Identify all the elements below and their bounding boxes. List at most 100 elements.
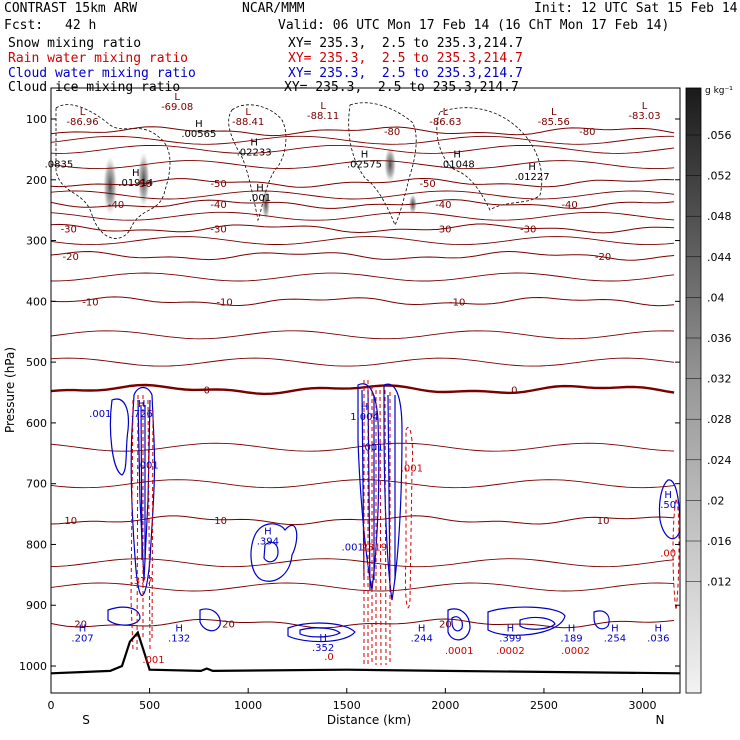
x-tick-label: 2000 (431, 699, 459, 712)
rain-water-contour (130, 394, 154, 651)
extremum-marker: H (79, 624, 87, 635)
extremum-value-label: .02575 (347, 160, 382, 171)
cloud-water-contour (519, 616, 556, 630)
extremum-value-label: .132 (168, 634, 190, 645)
colorbar-tick-label: .048 (707, 210, 732, 223)
extremum-marker: H (361, 402, 369, 413)
cloud-water-contour (487, 606, 566, 636)
cloud-ice-contour (436, 107, 543, 211)
extremum-marker: H (568, 624, 576, 635)
temperature-contour-label: 10 (597, 516, 610, 527)
colorbar-tick-label: .012 (707, 576, 732, 589)
cloud-ice-contour (228, 104, 287, 222)
y-tick-label: 500 (26, 356, 47, 369)
colorbar-tick-label: .04 (707, 291, 725, 304)
cloud-ice-contours (55, 102, 543, 239)
colorbar-tick-label: .044 (707, 251, 732, 264)
temperature-contour-label: -40 (435, 200, 451, 211)
init-time: Init: 12 UTC Sat 15 Feb 14 (534, 1, 738, 16)
extremum-marker: H (319, 633, 327, 644)
extremum-value-label: -69.08 (161, 102, 193, 113)
y-tick-label: 400 (26, 295, 47, 308)
cloud-ice-blob (261, 188, 270, 221)
rain-water-contour (363, 380, 391, 666)
temperature-contour-line (51, 582, 675, 592)
y-tick-label: 200 (26, 174, 47, 187)
cloud-ice-blob (137, 151, 150, 208)
extremum-value-label: -88.41 (232, 117, 264, 128)
extremum-value-label: -88.11 (307, 111, 339, 122)
temperature-contour-label: 10 (64, 516, 77, 527)
extremum-value-label: .01914 (118, 178, 153, 189)
y-tick-label: 1000 (19, 660, 47, 673)
colorbar-ramp (685, 87, 702, 694)
cloud-water-contour (130, 386, 156, 596)
colorbar: g kg⁻¹ .056 .052 .048 .044 .04 .036 .032 .028 .0… (685, 86, 733, 694)
extremum-value-label: .352 (312, 643, 334, 654)
temperature-contour-label: 0 (204, 385, 210, 396)
field-label-snow: Snow mixing ratio (8, 36, 142, 51)
extremum-marker: H (250, 137, 258, 148)
cloud-ice-contour (55, 104, 171, 239)
extremum-value-label: .0002 (561, 646, 590, 657)
temperature-contour-line (51, 135, 675, 145)
cloud-water-contour (199, 608, 221, 632)
cloud-water-contour (107, 606, 141, 626)
cloud-water-contour (593, 610, 610, 630)
temperature-contour-label: -30 (210, 224, 226, 235)
extremum-marker: H (664, 490, 672, 501)
extremum-value-label: .001 (89, 409, 111, 420)
extremum-value-label: .377 (131, 576, 153, 587)
extremum-value-label: .0001 (445, 646, 474, 657)
extremum-marker: L (320, 101, 326, 112)
extremum-value-label: 2319 (362, 543, 387, 554)
colorbar-tick-label: .028 (707, 413, 732, 426)
extremum-value-label: .0002 (496, 646, 525, 657)
colorbar-tick-label: .032 (707, 373, 732, 386)
y-tick-label: 600 (26, 417, 47, 430)
temperature-contour-line (51, 177, 675, 188)
temperature-contour-label: -80 (384, 127, 400, 138)
model-title: CONTRAST 15km ARW (4, 1, 138, 16)
rain-water-contours (130, 380, 680, 666)
temperature-contour-line (51, 199, 675, 209)
colorbar-tick-label: .052 (707, 170, 732, 183)
extremum-value-label: -83.03 (628, 111, 660, 122)
extremum-value-label: .394 (257, 536, 279, 547)
colorbar-tick-label: .036 (707, 332, 732, 345)
cloud-water-contour (137, 399, 151, 581)
extremum-marker: H (418, 624, 426, 635)
temperature-contour-label: 20 (439, 619, 452, 630)
temperature-contour-label: -20 (595, 252, 611, 263)
field-label-rain: Rain water mixing ratio (8, 51, 189, 66)
x-tick-label: 3000 (629, 699, 657, 712)
field-xy-snow: XY= 235.3, 2.5 to 235.3,214.7 (288, 36, 523, 51)
extremum-marker: H (264, 526, 272, 537)
cloud-ice-blob (384, 146, 397, 183)
extremum-marker: L (642, 101, 648, 112)
x-tick-label: 500 (139, 699, 160, 712)
extremum-value-label: .399 (499, 634, 521, 645)
extremum-value-label: -85.56 (538, 117, 570, 128)
extremum-marker: L (174, 92, 180, 103)
colorbar-unit: g kg⁻¹ (705, 86, 733, 96)
extremum-value-label: .001 (342, 543, 364, 554)
temperature-contour-label: -50 (136, 179, 152, 190)
y-tick-label: 700 (26, 478, 47, 491)
temperature-contour-label: -30 (520, 224, 536, 235)
cloud-water-contour (263, 541, 279, 563)
cloud-ice-contour (348, 102, 417, 226)
y-tick-label: 800 (26, 538, 47, 551)
contour-labels: L-86.96L-69.08 L-88.41L-88.11 L-86.63L-85.… (45, 92, 677, 666)
temperature-contour-line (51, 223, 675, 234)
extremum-marker: H (256, 183, 264, 194)
extremum-marker: H (453, 150, 461, 161)
cloud-water-contour (447, 608, 471, 641)
y-tick-label: 100 (26, 113, 47, 126)
forecast-label: Fcst: (4, 18, 44, 33)
extremum-value-label: .0835 (45, 160, 74, 171)
extremum-marker: H (528, 162, 536, 173)
y-tick-label: 300 (26, 235, 47, 248)
x-tick-label: 2500 (530, 699, 558, 712)
